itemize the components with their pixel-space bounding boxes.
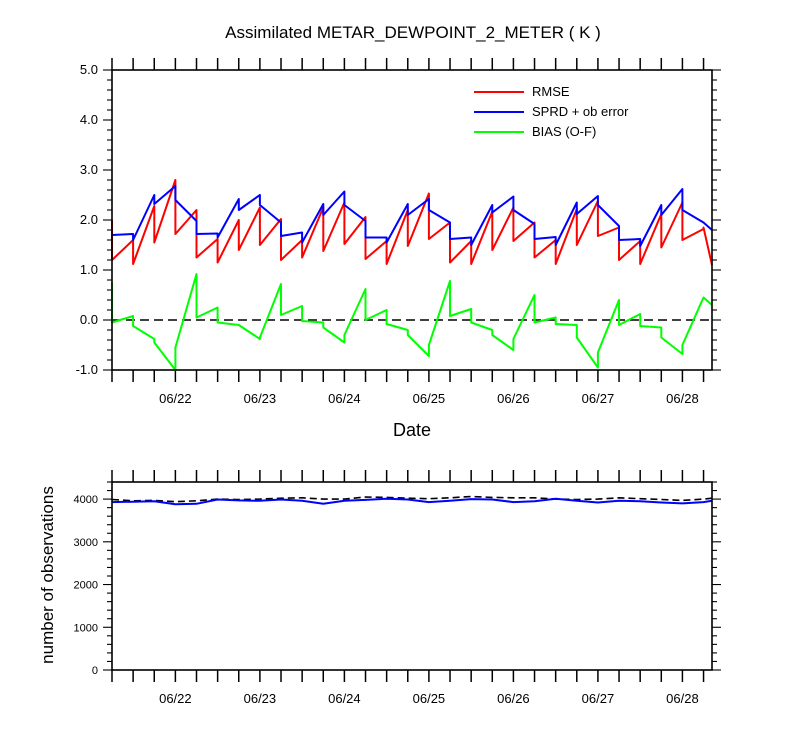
series-line-sprd-ob-error	[111, 185, 713, 247]
y-tick-label: 3.0	[80, 162, 98, 177]
top-y-tick-labels: -1.0 0.0 1.0 2.0 3.0 4.0 5.0	[76, 62, 98, 377]
series-line-rmse	[111, 179, 713, 266]
y-tick-label: 0.0	[80, 312, 98, 327]
x-tick-label: 06/25	[413, 391, 446, 406]
y-tick-label: -1.0	[76, 362, 98, 377]
y-tick-label: 1.0	[80, 262, 98, 277]
x-tick-label: 06/26	[497, 691, 530, 706]
x-tick-label: 06/27	[582, 691, 615, 706]
series-line-solid	[111, 497, 713, 506]
x-tick-label: 06/26	[497, 391, 530, 406]
legend: RMSE SPRD + ob error BIAS (O-F)	[474, 84, 629, 139]
x-axis-label: Date	[393, 420, 431, 440]
x-tick-label: 06/22	[159, 391, 192, 406]
y-axis-label: number of observations	[38, 486, 57, 664]
x-tick-label: 06/24	[328, 391, 361, 406]
x-tick-label: 06/22	[159, 691, 192, 706]
bottom-series-lines	[111, 495, 713, 506]
x-tick-label: 06/23	[244, 691, 277, 706]
top-axis-ticks	[103, 58, 721, 382]
x-tick-label: 06/23	[244, 391, 277, 406]
y-tick-label: 5.0	[80, 62, 98, 77]
x-tick-label: 06/28	[666, 691, 699, 706]
x-tick-label: 06/28	[666, 391, 699, 406]
bottom-x-tick-labels: 06/22 06/23 06/24 06/25 06/26 06/27 06/28	[159, 691, 699, 706]
x-tick-label: 06/27	[582, 391, 615, 406]
top-x-tick-labels: 06/22 06/23 06/24 06/25 06/26 06/27 06/28	[159, 391, 699, 406]
legend-label-bias: BIAS (O-F)	[532, 124, 596, 139]
y-tick-label: 2.0	[80, 212, 98, 227]
x-tick-label: 06/25	[413, 691, 446, 706]
legend-label-sprd: SPRD + ob error	[532, 104, 629, 119]
y-tick-label: 2000	[74, 580, 98, 592]
legend-label-rmse: RMSE	[532, 84, 570, 99]
bottom-y-tick-labels: 0 1000 2000 3000 4000	[74, 494, 98, 677]
bottom-axis-ticks	[103, 470, 721, 682]
series-line-bias-o-f	[111, 273, 713, 371]
y-tick-label: 0	[92, 665, 98, 677]
chart-title: Assimilated METAR_DEWPOINT_2_METER ( K )	[225, 23, 601, 42]
top-series-lines	[111, 179, 713, 371]
y-tick-label: 4000	[74, 494, 98, 506]
top-plot-frame	[111, 69, 713, 371]
y-tick-label: 1000	[74, 622, 98, 634]
rmse-spread-bias-chart: Assimilated METAR_DEWPOINT_2_METER ( K )…	[76, 23, 721, 440]
y-tick-label: 4.0	[80, 112, 98, 127]
bottom-plot-frame	[111, 481, 713, 671]
x-tick-label: 06/24	[328, 691, 361, 706]
y-tick-label: 3000	[74, 537, 98, 549]
